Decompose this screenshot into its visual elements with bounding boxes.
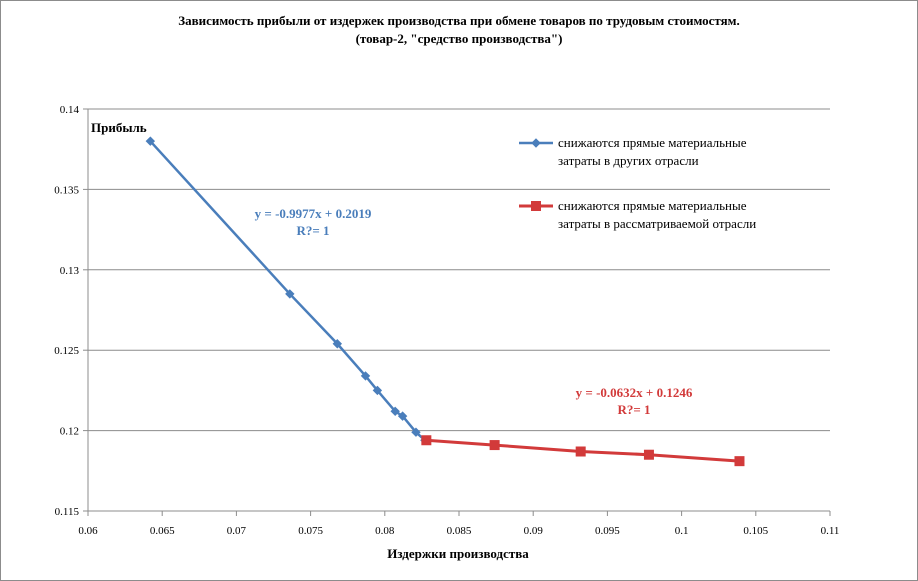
y-tick-label: 0.12 [60,426,79,438]
data-point [421,435,432,446]
data-point [360,371,371,381]
series-layer [145,136,745,467]
legend-label: затраты в рассматриваемой отрасли [558,216,756,231]
trendline-equation: R?= 1 [296,223,329,238]
series-line [149,140,426,442]
legend-marker [531,201,541,211]
grid-layer [88,108,830,432]
x-tick-label: 0.085 [447,525,472,537]
x-tick-label: 0.095 [595,525,620,537]
data-point [390,406,400,417]
legend-marker [531,138,541,148]
data-point [145,136,156,146]
x-tick-label: 0.09 [524,525,544,537]
y-tick-label: 0.135 [54,184,79,196]
data-point [332,339,343,349]
data-point [397,411,408,421]
legend-label: снижаются прямые материальные [558,135,747,150]
chart-subtitle: (товар-2, "средство производства") [356,31,563,46]
series-2 [421,435,745,467]
x-tick-label: 0.1 [675,525,689,537]
x-tick-label: 0.075 [298,525,323,537]
x-tick-label: 0.105 [743,525,768,537]
data-point [285,289,295,299]
chart-title: Зависимость прибыли от издержек производ… [178,13,740,28]
y-tick-label: 0.14 [60,104,80,116]
x-tick-label: 0.065 [150,525,175,537]
y-tick-label: 0.13 [60,265,80,277]
x-tick-label: 0.06 [78,525,98,537]
x-tick-label: 0.08 [375,525,395,537]
trendline-equation: y = -0.9977x + 0.2019 [255,206,372,221]
data-point [643,449,654,460]
x-tick-label: 0.07 [227,525,247,537]
legend: снижаются прямые материальные затраты в д… [519,135,756,231]
data-point [575,446,586,457]
y-tick-label: 0.125 [54,345,79,357]
data-point [489,440,500,451]
axis-layer [83,108,831,516]
x-tick-label: 0.11 [821,525,840,537]
trendline-equation: R?= 1 [617,402,650,417]
legend-label: затраты в других отрасли [558,153,699,168]
y-axis-label: Прибыль [91,120,147,135]
trendline-equation: y = -0.0632x + 0.1246 [576,385,693,400]
legend-item-2: снижаются прямые материальные затраты в р… [519,198,756,231]
legend-item-1: снижаются прямые материальные затраты в д… [519,135,747,168]
tick-layer: 0.115 0.12 0.125 0.13 0.135 0.14 0.06 0.065 0.07… [54,104,839,537]
x-axis-label: Издержки производства [387,546,529,561]
legend-label: снижаются прямые материальные [558,198,747,213]
data-point [411,427,421,437]
annotation-layer: y = -0.9977x + 0.2019 R?= 1 y = -0.0632x +… [255,206,693,417]
y-tick-label: 0.115 [55,506,80,518]
series-1 [145,136,430,445]
data-point [734,456,745,467]
data-point [372,385,383,396]
